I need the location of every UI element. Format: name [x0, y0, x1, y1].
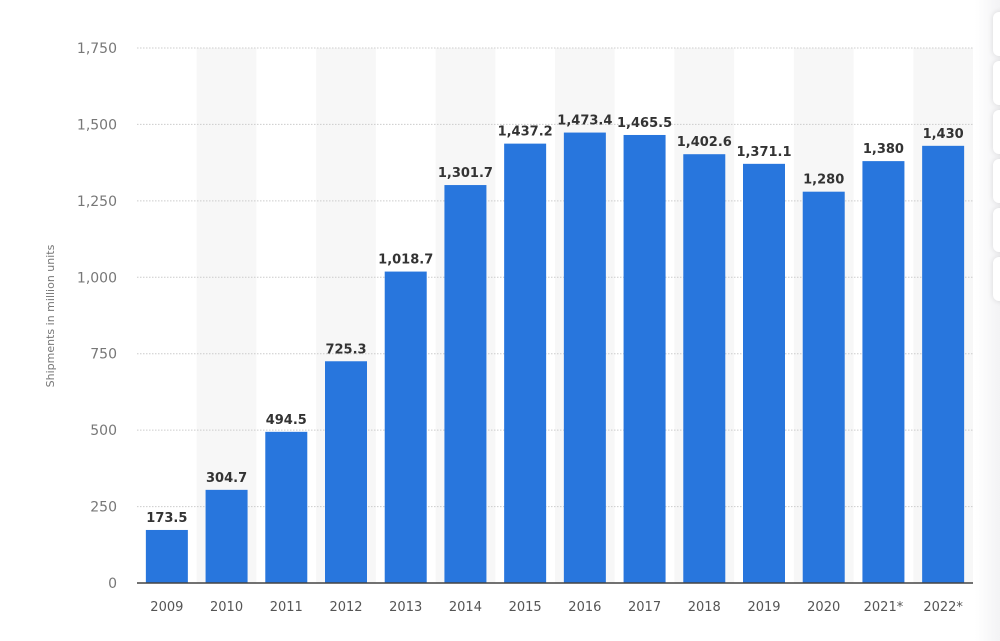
x-tick-label: 2015	[509, 600, 542, 615]
data-label: 1,380	[863, 142, 904, 157]
x-tick-label: 2012	[329, 600, 362, 615]
x-tick-label: 2014	[449, 600, 482, 615]
data-label: 1,430	[923, 127, 964, 142]
bar	[325, 361, 367, 583]
bar	[683, 154, 726, 583]
y-tick-label: 750	[90, 347, 117, 363]
side-panel-shade	[975, 0, 1000, 641]
y-tick-label: 1,000	[77, 270, 117, 286]
side-tool-button[interactable]	[993, 159, 1000, 203]
x-tick-label: 2018	[688, 600, 721, 615]
data-label: 173.5	[146, 511, 187, 526]
data-label: 1,402.6	[677, 135, 732, 150]
bar	[802, 191, 845, 583]
bar	[623, 134, 666, 583]
x-tick-label: 2019	[747, 600, 780, 615]
bar	[922, 145, 965, 584]
data-label: 494.5	[266, 413, 307, 428]
y-tick-label: 1,500	[77, 117, 117, 133]
bar	[265, 431, 308, 583]
bar	[504, 143, 547, 583]
bar-chart: Shipments in million units 0 250 500 750 1,0…	[44, 41, 973, 615]
x-tick-label: 2013	[389, 600, 422, 615]
x-tick-label: 2022*	[923, 600, 963, 615]
side-tool-button[interactable]	[993, 208, 1000, 252]
y-tick-label: 500	[90, 423, 117, 439]
x-tick-label: 2011	[270, 600, 303, 615]
y-tick-label: 1,250	[77, 194, 117, 210]
x-tick-label: 2016	[568, 600, 601, 615]
x-tick-label: 2010	[210, 600, 243, 615]
data-label: 1,473.4	[557, 114, 612, 129]
side-tool-button[interactable]	[993, 12, 1000, 56]
data-label: 1,301.7	[438, 166, 493, 181]
bar	[145, 529, 188, 583]
data-label: 1,465.5	[617, 116, 672, 131]
y-tick-label: 250	[90, 500, 117, 516]
y-tick-label: 1,750	[77, 41, 117, 57]
bar	[862, 161, 905, 583]
bar	[205, 489, 248, 583]
data-label: 304.7	[206, 471, 247, 486]
side-tool-button[interactable]	[993, 257, 1000, 301]
side-tool-button[interactable]	[993, 110, 1000, 154]
x-tick-label: 2020	[807, 600, 840, 615]
data-label: 1,437.2	[498, 125, 553, 140]
x-tick-label: 2021*	[864, 600, 904, 615]
bar	[384, 271, 427, 583]
data-label: 725.3	[325, 342, 366, 357]
side-tool-button[interactable]	[993, 61, 1000, 105]
bar	[563, 132, 606, 583]
x-tick-label: 2009	[150, 600, 183, 615]
bar	[444, 185, 487, 584]
data-label: 1,280	[803, 173, 844, 188]
data-label: 1,018.7	[378, 253, 433, 268]
y-tick-label: 0	[108, 576, 117, 592]
x-tick-label: 2017	[628, 600, 661, 615]
bar	[743, 163, 785, 583]
y-axis-label: Shipments in million units	[44, 244, 57, 387]
data-label: 1,371.1	[736, 145, 791, 160]
